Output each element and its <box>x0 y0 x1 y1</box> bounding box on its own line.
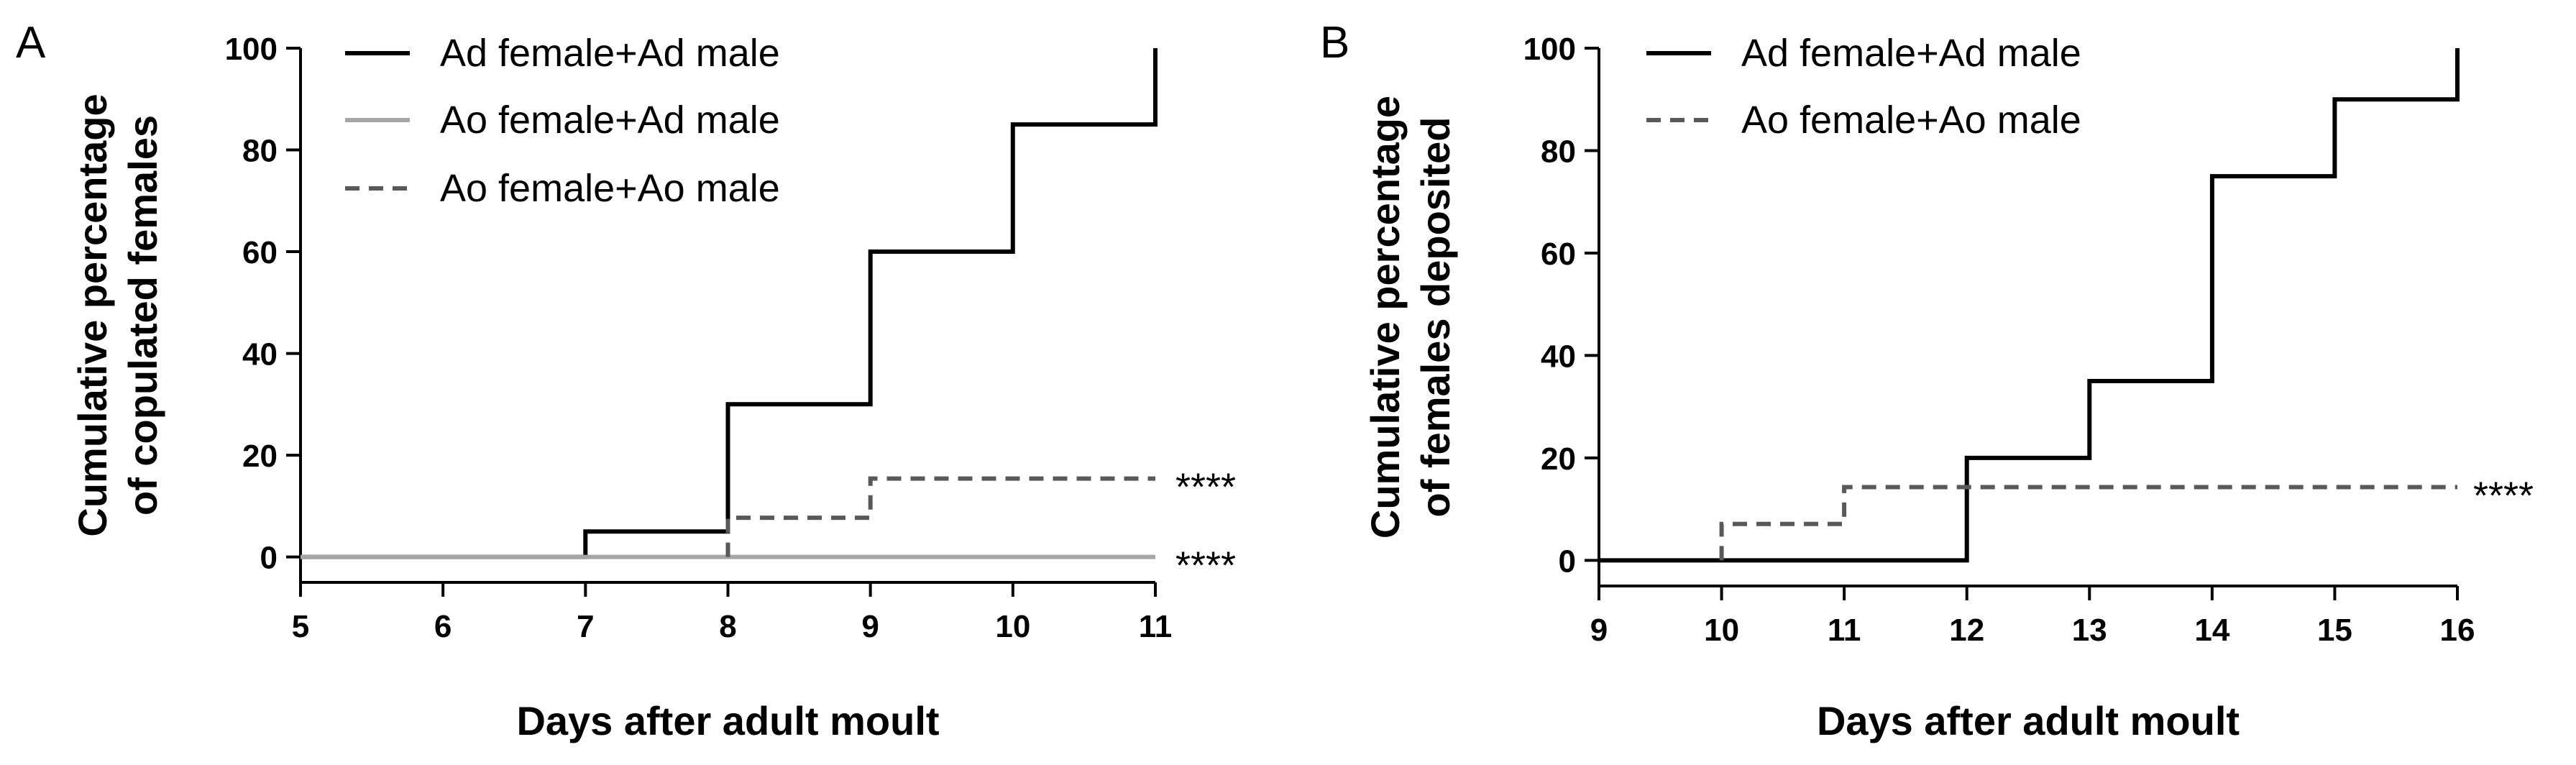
x-tick-label: 10 <box>995 609 1030 644</box>
x-tick-label: 12 <box>1949 613 1984 648</box>
panel-label: B <box>1320 18 1349 68</box>
x-tick-label: 5 <box>292 609 309 644</box>
x-tick-label: 13 <box>2072 613 2107 648</box>
y-tick-label: 80 <box>1541 134 1576 169</box>
x-tick-label: 7 <box>577 609 594 644</box>
x-tick-label: 16 <box>2440 613 2475 648</box>
y-tick-label: 60 <box>1541 237 1576 272</box>
legend-label: Ao female+Ad male <box>440 99 780 142</box>
x-axis-title: Days after adult moult <box>1817 698 2240 743</box>
y-tick-label: 40 <box>242 337 278 372</box>
y-tick-label: 100 <box>225 32 278 67</box>
legend-label: Ao female+Ao male <box>1741 99 2081 142</box>
legend-label: Ad female+Ad male <box>1741 32 2081 75</box>
significance-label: **** <box>2473 475 2534 518</box>
series-line-1 <box>301 48 1158 559</box>
series-line-3 <box>725 476 1155 557</box>
x-tick-label: 9 <box>861 609 879 644</box>
legend-label: Ao female+Ao male <box>440 167 780 210</box>
series-line-1 <box>1599 48 2460 563</box>
x-tick-label: 10 <box>1704 613 1739 648</box>
y-tick-label: 60 <box>242 235 278 270</box>
y-axis-title-line: of females deposited <box>1413 116 1458 517</box>
y-axis-title-line: Cumulative percentage <box>1362 96 1408 539</box>
x-tick-label: 15 <box>2317 613 2352 648</box>
chart-panel-a: A 0 20 40 60 80 100 5 6 7 8 9 10 11 Days after adult m… <box>16 18 1236 743</box>
y-axis-title-line: of copulated females <box>120 115 165 516</box>
x-axis-title: Days after adult moult <box>516 698 939 743</box>
series-line-2 <box>1719 485 2457 561</box>
y-tick-label: 40 <box>1541 339 1576 374</box>
significance-label: **** <box>1175 466 1236 509</box>
y-tick-label: 20 <box>1541 441 1576 477</box>
y-tick-label: 0 <box>260 541 278 576</box>
x-tick-label: 6 <box>434 609 452 644</box>
y-tick-label: 80 <box>242 134 278 169</box>
x-tick-label: 11 <box>1139 609 1173 644</box>
chart-panel-b: B 0 20 40 60 80 100 9 10 11 12 13 14 15 16 Days after a… <box>1320 18 2534 743</box>
y-axis-title-line: Cumulative percentage <box>70 93 115 536</box>
x-tick-label: 11 <box>1828 613 1861 648</box>
panel-label: A <box>16 18 46 68</box>
x-tick-label: 9 <box>1590 613 1608 648</box>
legend-label: Ad female+Ad male <box>440 32 780 75</box>
y-tick-label: 100 <box>1523 32 1576 67</box>
y-tick-label: 20 <box>242 439 278 474</box>
y-tick-label: 0 <box>1559 544 1576 579</box>
x-tick-label: 8 <box>719 609 736 644</box>
significance-label: **** <box>1175 544 1236 587</box>
x-tick-label: 14 <box>2194 613 2229 648</box>
